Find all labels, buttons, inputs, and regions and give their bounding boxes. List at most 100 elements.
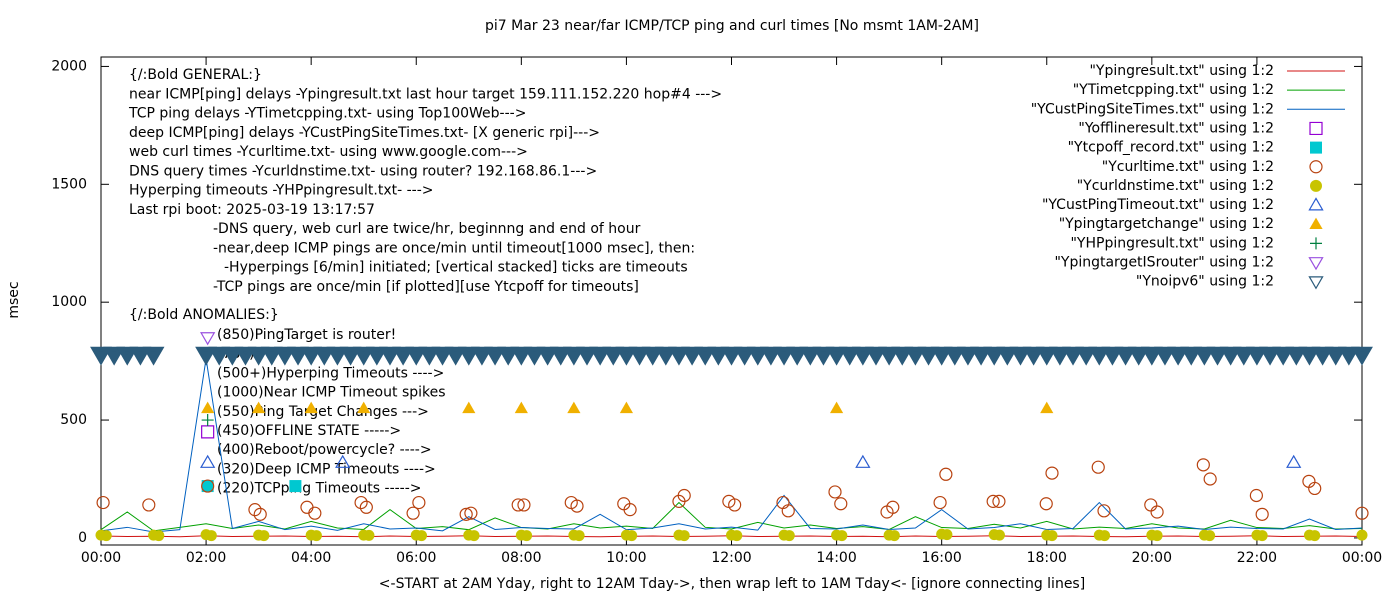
triangle-down-point: [549, 346, 572, 366]
triangle-down-point: [1075, 346, 1098, 366]
triangle-down-point: [576, 346, 598, 366]
x-tick-label: 02:00: [186, 550, 226, 566]
legend-marker: [1309, 121, 1323, 136]
triangle-down-point: [786, 346, 809, 366]
curl-point: [412, 495, 426, 510]
triangle-down-point: [339, 346, 362, 366]
triangle-down-point: [457, 346, 480, 366]
triangle-down-point: [431, 346, 454, 366]
triangle-down-point: [195, 346, 218, 366]
triangle-down-point: [484, 346, 506, 366]
dns-point: [836, 530, 848, 542]
curl-point: [992, 494, 1006, 508]
dns-point: [468, 530, 480, 542]
curl-point: [1091, 460, 1105, 474]
curl-point: [142, 498, 156, 512]
x-tick-label: 08:00: [501, 550, 541, 566]
triangle-down-point: [733, 346, 756, 366]
triangle-down-point: [392, 346, 415, 366]
triangle-point: [567, 401, 581, 414]
curl-point: [834, 497, 848, 511]
triangle-down-point: [352, 346, 375, 366]
triangle-point: [829, 401, 844, 414]
dns-point: [678, 530, 690, 542]
curl-point: [464, 506, 478, 520]
dns-point: [521, 530, 533, 542]
curl-point: [308, 506, 322, 520]
triangle-down-point: [234, 346, 257, 366]
curl-point: [201, 479, 215, 493]
curl-point: [728, 498, 742, 512]
x-tick-label: 16:00: [921, 550, 961, 566]
triangle-down-point: [470, 346, 493, 366]
curl-point: [1045, 466, 1059, 480]
data-line: [100, 501, 1363, 532]
triangle-down-point: [90, 346, 112, 366]
anomaly-note: (320)Deep ICMP Timeouts ---->: [217, 461, 436, 477]
x-tick-label: 00:00: [1342, 550, 1382, 566]
note: Last rpi boot: 2025-03-19 13:17:57: [129, 202, 375, 218]
anomaly-note: (400)Reboot/powercycle? ---->: [217, 442, 432, 458]
triangle-point: [252, 401, 266, 414]
triangle-point: [1286, 454, 1302, 468]
triangle-point: [357, 401, 371, 414]
triangle-down-point: [562, 346, 585, 366]
dns-point: [258, 530, 270, 542]
triangle-down-point: [694, 346, 717, 366]
triangle-down-point: [1062, 346, 1084, 366]
triangle-down-point: [208, 346, 231, 366]
legend-marker: [1308, 276, 1324, 290]
triangle-down-point: [405, 346, 428, 366]
y-axis-label: msec: [6, 281, 22, 318]
curl-point: [933, 495, 947, 510]
curl-point: [406, 506, 420, 520]
dns-point: [941, 529, 953, 541]
curl-point: [96, 495, 110, 510]
curl-point: [986, 494, 1000, 508]
note: DNS query times -Ycurldnstime.txt- using…: [129, 163, 597, 179]
triangle-down-point: [116, 346, 139, 366]
triangle-down-point: [759, 346, 782, 366]
triangle-point: [462, 401, 476, 414]
triangle-down-point: [1048, 346, 1071, 366]
triangle-down-point: [444, 346, 467, 366]
triangle-down-point: [1259, 346, 1281, 366]
triangle-point: [201, 401, 215, 414]
legend-marker: [1308, 197, 1324, 211]
x-tick-label: 14:00: [816, 550, 856, 566]
dns-point: [416, 530, 428, 542]
dns-point: [1309, 530, 1321, 542]
triangle-down-point: [1009, 346, 1032, 366]
triangle-down-point: [365, 346, 388, 366]
triangle-down-point: [1337, 346, 1360, 366]
anomaly-note: (220)TCPping Timeouts ----->: [217, 481, 422, 497]
legend-label: "Ypingresult.txt" using 1:2: [1089, 63, 1274, 79]
x-tick-label: 22:00: [1237, 550, 1277, 566]
triangle-down-point: [1088, 346, 1111, 366]
triangle-down-point: [1154, 346, 1176, 366]
legend-marker: [1310, 141, 1322, 154]
triangle-down-point: [1324, 346, 1347, 366]
legend-label: "YCustPingTimeout.txt" using 1:2: [1042, 197, 1274, 213]
note: web curl times -Ycurltime.txt- using www…: [129, 144, 528, 160]
anomaly-note: (550)Ping Target Changes --->: [217, 404, 429, 420]
triangle-down-point: [654, 346, 677, 366]
triangle-down-point: [221, 346, 244, 366]
dns-point: [153, 530, 165, 542]
curl-point: [1150, 505, 1164, 519]
legend-marker: [1310, 237, 1322, 250]
triangle-down-point: [200, 332, 216, 346]
triangle-down-point: [865, 346, 887, 366]
triangle-down-point: [103, 346, 126, 366]
triangle-down-point: [300, 346, 323, 366]
triangle-down-point: [996, 346, 1019, 366]
curl-point: [1249, 488, 1263, 503]
dns-point: [626, 530, 638, 542]
legend-label: "Ytcpoff_record.txt" using 1:2: [1068, 140, 1274, 156]
y-tick-label: 1000: [51, 294, 87, 310]
triangle-down-point: [668, 346, 690, 366]
triangle-point: [304, 401, 318, 414]
triangle-down-point: [1219, 346, 1242, 366]
